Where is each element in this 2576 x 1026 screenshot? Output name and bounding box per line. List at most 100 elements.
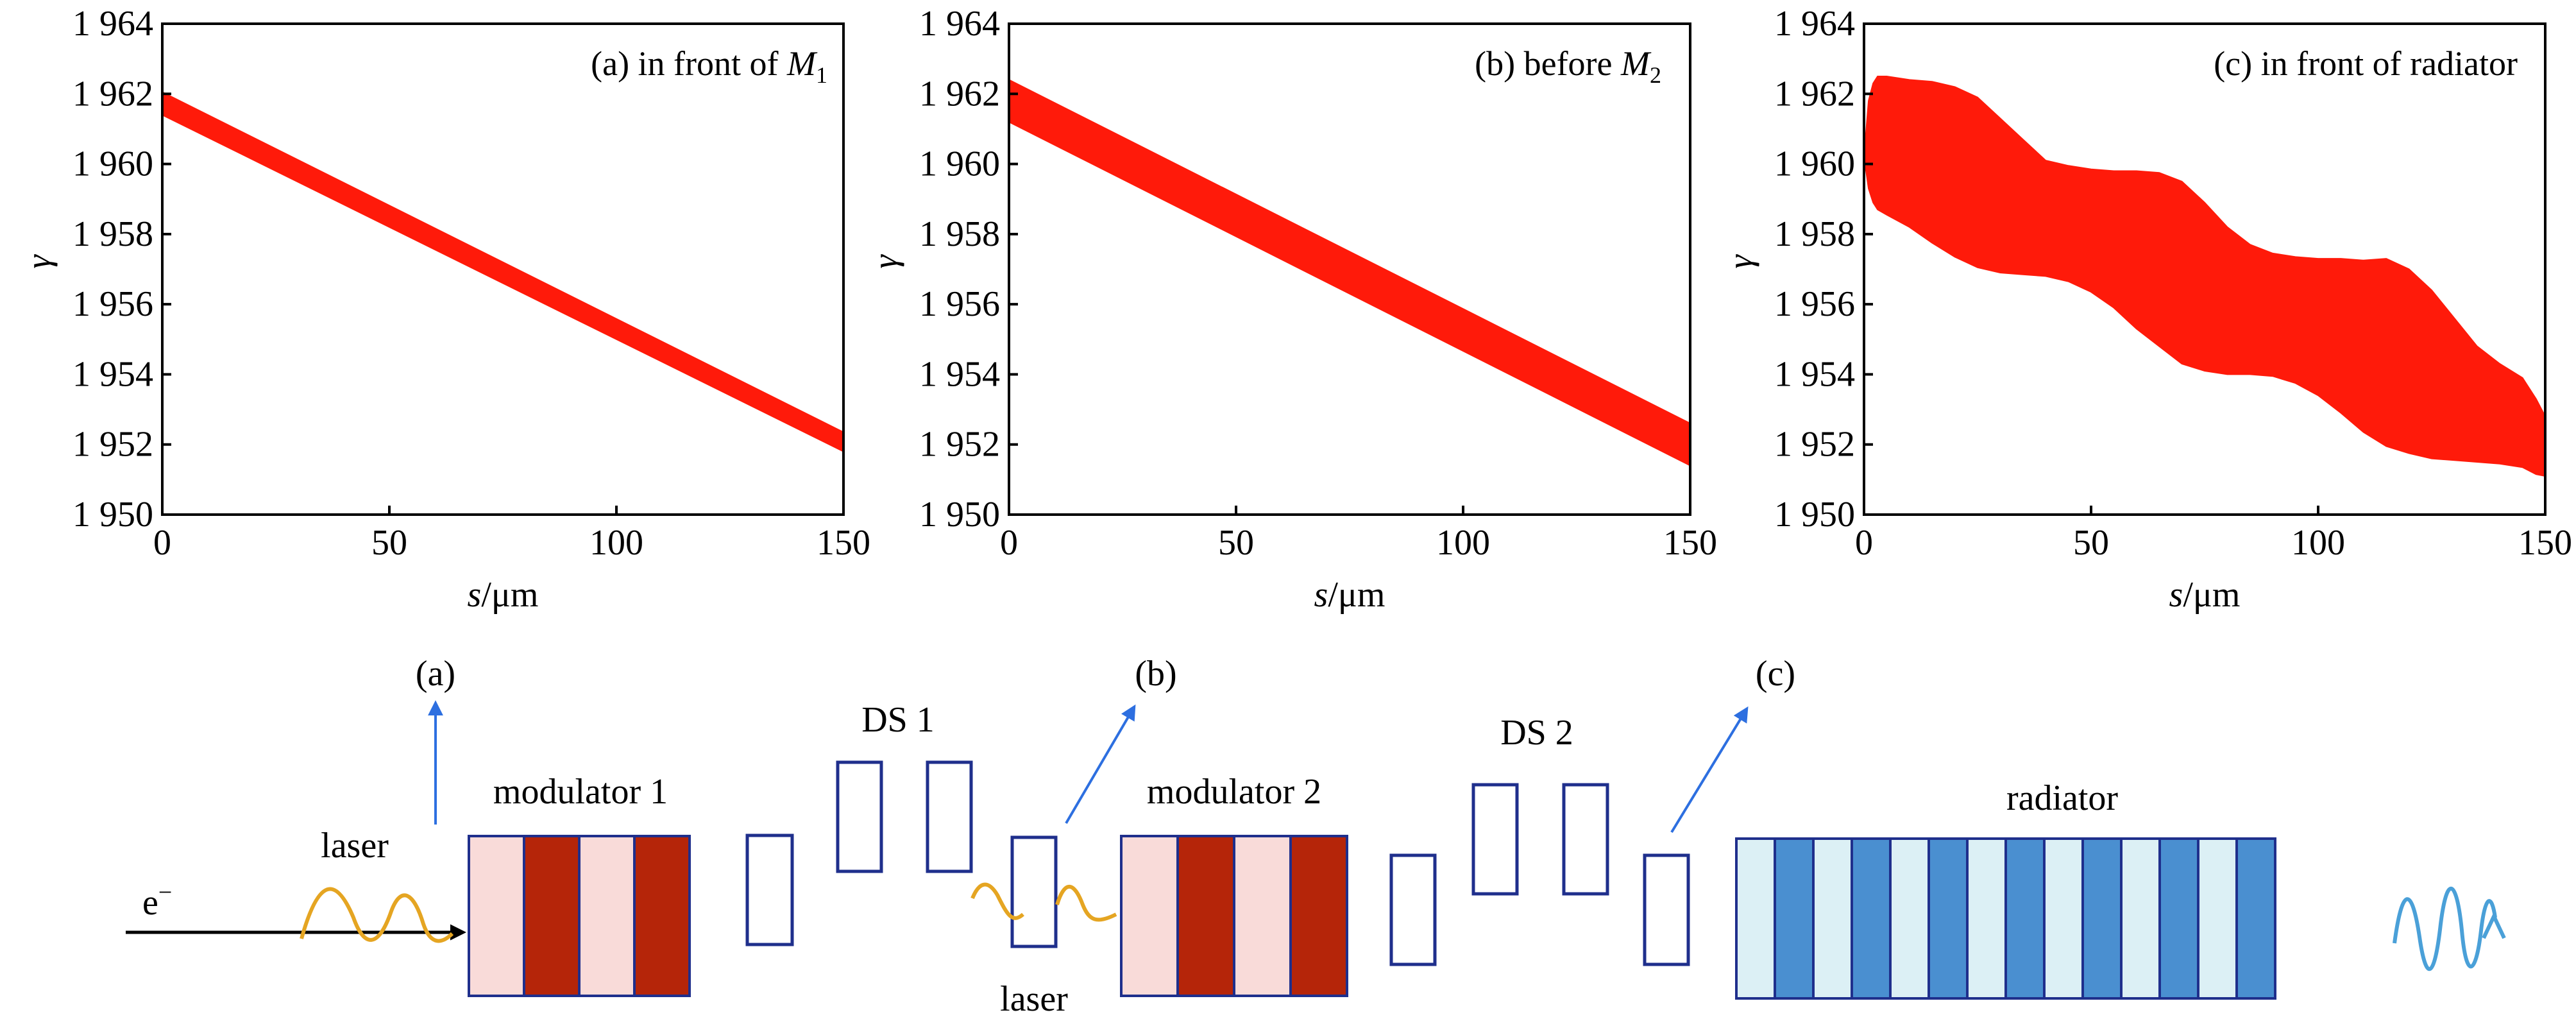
panel-b-title: (b) before M2 xyxy=(1475,44,1661,88)
y-tick-label: 1 954 xyxy=(919,354,1000,394)
radiator-pole xyxy=(2158,837,2199,1000)
x-tick-label: 150 xyxy=(2518,523,2572,563)
y-tick-label: 1 960 xyxy=(1774,144,1855,184)
panel-b-xlabel: s/μm xyxy=(1314,575,1385,615)
panel-b-ylabel: γ xyxy=(866,254,904,269)
radiator-pole xyxy=(2235,837,2276,1000)
x-tick-label: 150 xyxy=(817,523,870,563)
ds-1-magnet xyxy=(926,760,973,873)
marker-label-c: (c) xyxy=(1756,654,1795,694)
ds-2-magnet xyxy=(1471,783,1519,896)
radiator-pole xyxy=(1812,837,1853,1000)
panel-b-series-band xyxy=(1008,78,1691,467)
ds-2-magnet xyxy=(1562,783,1609,896)
radiator-pole xyxy=(2004,837,2046,1000)
y-tick-label: 1 962 xyxy=(1774,74,1855,114)
y-tick-label: 1 956 xyxy=(72,284,153,324)
x-tick-label: 0 xyxy=(153,523,171,563)
panel-c-ylabel: γ xyxy=(1721,254,1759,269)
y-tick-label: 1 960 xyxy=(919,144,1000,184)
dispersive-section-2: DS 2 xyxy=(1389,713,1690,966)
radiator-label: radiator xyxy=(2006,778,2118,818)
y-tick-label: 1 956 xyxy=(919,284,1000,324)
y-tick-label: 1 964 xyxy=(72,4,153,44)
modulator-2: modulator 2 xyxy=(1120,772,1348,997)
ds-1-magnet xyxy=(1010,835,1058,948)
y-tick-label: 1 958 xyxy=(919,214,1000,254)
marker-label-a: (a) xyxy=(416,654,455,694)
x-tick-label: 0 xyxy=(1000,523,1018,563)
modulator-2-pole xyxy=(1233,835,1292,997)
ds-1-magnet xyxy=(745,834,794,946)
dispersive-section-1: DS 1 xyxy=(745,700,1058,948)
y-tick-label: 1 962 xyxy=(919,74,1000,114)
modulator-2-pole xyxy=(1289,835,1348,997)
electron-label: e− xyxy=(142,879,172,923)
laser-1-label: laser xyxy=(321,826,389,866)
panel-c-ticks: 0 50 100 150 1 950 1 952 1 954 1 956 1 958 1 960 1… xyxy=(1774,4,2572,563)
x-tick-label: 50 xyxy=(2073,523,2109,563)
x-tick-label: 100 xyxy=(2291,523,2345,563)
panel-c-plot-frame xyxy=(1863,22,2546,516)
marker-arrow-c xyxy=(1670,706,1749,834)
panel-a: 0 50 100 150 1 950 1 952 1 954 1 956 1 958 1 960 1… xyxy=(19,4,870,615)
panel-c-plot-layer xyxy=(1863,76,2546,477)
y-tick-label: 1 954 xyxy=(1774,354,1855,394)
panel-a-plot-layer xyxy=(162,90,844,453)
panel-c: 0 50 100 150 1 950 1 952 1 954 1 956 1 958 1 960 1… xyxy=(1721,4,2572,615)
laser-2-wave xyxy=(970,882,1117,922)
panel-a-ticks: 0 50 100 150 1 950 1 952 1 954 1 956 1 958 1 960 1… xyxy=(72,4,870,563)
x-tick-label: 150 xyxy=(1663,523,1717,563)
panel-a-ylabel: γ xyxy=(19,254,58,269)
modulator-1: modulator 1 xyxy=(468,772,691,997)
output-radiation-wave xyxy=(2393,887,2497,971)
radiator-pole xyxy=(1774,837,1815,1000)
modulator-1-pole xyxy=(468,835,525,997)
marker-label-b: (b) xyxy=(1135,654,1176,694)
radiator-pole xyxy=(2197,837,2238,1000)
panel-c-series-band xyxy=(1863,76,2546,477)
modulator-2-pole xyxy=(1120,835,1179,997)
radiator-poles xyxy=(1735,837,2276,1000)
y-tick-label: 1 950 xyxy=(1774,495,1855,534)
panel-c-xlabel: s/μm xyxy=(2169,575,2241,615)
panel-a-plot-frame xyxy=(161,22,845,516)
modulator-2-label: modulator 2 xyxy=(1147,772,1321,812)
panel-c-title: (c) in front of radiator xyxy=(2214,44,2518,83)
modulator-1-pole xyxy=(523,835,580,997)
radiator-pole xyxy=(1851,837,1892,1000)
y-tick-label: 1 952 xyxy=(919,425,1000,465)
y-tick-label: 1 950 xyxy=(72,495,153,534)
radiator-pole xyxy=(1928,837,1969,1000)
panel-a-title: (a) in front of M1 xyxy=(591,44,827,88)
y-tick-label: 1 960 xyxy=(72,144,153,184)
modulator-2-pole xyxy=(1176,835,1235,997)
y-tick-label: 1 954 xyxy=(72,354,153,394)
radiator-pole xyxy=(2120,837,2161,1000)
panel-a-series-band xyxy=(162,90,844,453)
radiator-pole xyxy=(2043,837,2084,1000)
y-tick-label: 1 962 xyxy=(72,74,153,114)
radiator-pole xyxy=(1889,837,1930,1000)
panel-b-ticks: 0 50 100 150 1 950 1 952 1 954 1 956 1 958 1 960 1… xyxy=(919,4,1717,563)
x-tick-label: 100 xyxy=(1436,523,1490,563)
panel-b-plot-layer xyxy=(1008,78,1691,467)
y-tick-label: 1 952 xyxy=(1774,425,1855,465)
x-tick-label: 50 xyxy=(1218,523,1254,563)
beamline-schematic: (a) (b) (c) e− laser modulator 1 DS 1 xyxy=(126,654,2506,1019)
modulator-1-pole xyxy=(633,835,691,997)
panel-a-xlabel: s/μm xyxy=(468,575,539,615)
x-tick-label: 50 xyxy=(371,523,407,563)
y-tick-label: 1 964 xyxy=(919,4,1000,44)
radiator-pole xyxy=(1735,837,1776,1000)
radiator-pole xyxy=(1966,837,2007,1000)
ds-2-magnet xyxy=(1389,853,1437,966)
modulator-1-label: modulator 1 xyxy=(493,772,668,812)
ds-1-magnet xyxy=(836,760,883,873)
ds-2-label: DS 2 xyxy=(1500,713,1573,753)
ds-1-label: DS 1 xyxy=(861,700,935,740)
y-tick-label: 1 952 xyxy=(72,425,153,465)
x-tick-label: 100 xyxy=(589,523,643,563)
y-tick-label: 1 964 xyxy=(1774,4,1855,44)
radiator: radiator xyxy=(1735,778,2276,1000)
